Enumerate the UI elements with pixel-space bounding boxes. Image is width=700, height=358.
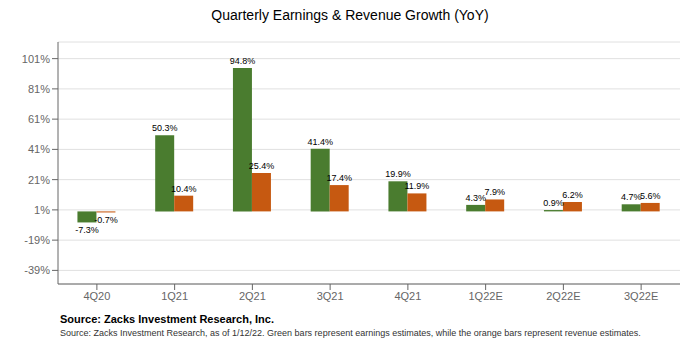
svg-text:1%: 1%	[34, 204, 50, 216]
svg-text:4Q21: 4Q21	[394, 290, 421, 302]
html-text:Quarterly Earnings & Revenue G: Quarterly Earnings & Revenue Growth (YoY…	[211, 7, 489, 23]
svg-text:101%: 101%	[22, 53, 50, 65]
svg-text:41%: 41%	[28, 143, 50, 155]
svg-text:0.9%: 0.9%	[543, 198, 564, 208]
svg-text:17.4%: 17.4%	[326, 173, 352, 183]
svg-text:5.6%: 5.6%	[640, 191, 661, 201]
svg-text:50.3%: 50.3%	[152, 123, 178, 133]
svg-text:-0.7%: -0.7%	[94, 215, 118, 225]
html-text:Source: Zacks Investment Resea: Source: Zacks Investment Research, as of…	[60, 328, 641, 338]
svg-text:4Q20: 4Q20	[83, 290, 110, 302]
svg-text:11.9%: 11.9%	[405, 181, 430, 191]
svg-text:41.4%: 41.4%	[307, 137, 333, 147]
html-text:Source: Zacks Investment Resea: Source: Zacks Investment Research, Inc.	[60, 313, 274, 325]
svg-text:2Q21: 2Q21	[239, 290, 266, 302]
svg-text:19.9%: 19.9%	[385, 169, 411, 179]
svg-text:4.3%: 4.3%	[465, 193, 486, 203]
svg-text:3Q22E: 3Q22E	[624, 290, 658, 302]
svg-text:21%: 21%	[28, 174, 50, 186]
svg-text:81%: 81%	[28, 83, 50, 95]
svg-text:4.7%: 4.7%	[621, 192, 642, 202]
svg-text:1Q21: 1Q21	[161, 290, 188, 302]
svg-text:2Q22E: 2Q22E	[546, 290, 580, 302]
svg-text:-19%: -19%	[24, 234, 50, 246]
svg-text:7.9%: 7.9%	[484, 187, 505, 197]
svg-text:94.8%: 94.8%	[230, 56, 256, 66]
svg-text:10.4%: 10.4%	[171, 184, 197, 194]
svg-text:-39%: -39%	[24, 264, 50, 276]
svg-text:61%: 61%	[28, 113, 50, 125]
svg-text:-7.3%: -7.3%	[75, 225, 99, 235]
svg-text:6.2%: 6.2%	[562, 190, 583, 200]
svg-text:1Q22E: 1Q22E	[469, 290, 503, 302]
svg-text:3Q21: 3Q21	[317, 290, 344, 302]
svg-text:25.4%: 25.4%	[249, 161, 275, 171]
